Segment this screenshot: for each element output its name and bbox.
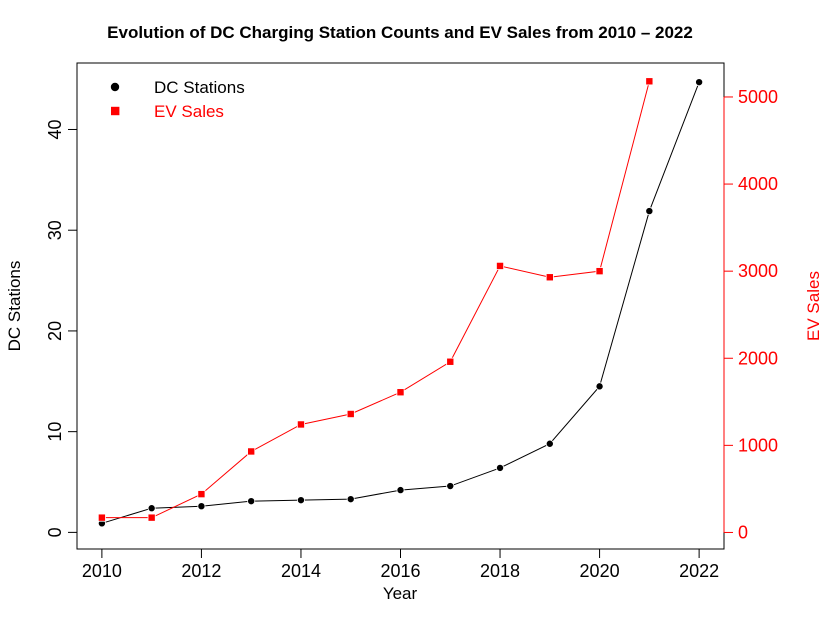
data-point-dc-stations: [496, 463, 505, 472]
data-point-ev-sales: [496, 261, 505, 270]
y-right-tick-label: 4000: [738, 174, 778, 194]
plot-frame: [76, 62, 725, 550]
y-axis-left: 0 10 20 30 40: [45, 119, 78, 537]
y-left-tick-label: 20: [45, 321, 65, 341]
legend-marker-ev-sales: [111, 106, 120, 116]
data-point-ev-sales: [247, 447, 256, 456]
data-point-dc-stations: [247, 497, 256, 506]
data-point-ev-sales: [545, 273, 554, 282]
x-axis: 2010 2012 2014 2016 2018 2020 2022: [82, 548, 719, 581]
series-layer: [97, 77, 704, 528]
y-right-tick-label: 2000: [738, 348, 778, 368]
y-left-tick-label: 40: [45, 119, 65, 139]
x-tick-label: 2016: [380, 561, 420, 581]
y-left-tick-label: 30: [45, 220, 65, 240]
x-tick-label: 2014: [281, 561, 321, 581]
chart-title: Evolution of DC Charging Station Counts …: [107, 23, 693, 42]
data-point-dc-stations: [296, 496, 305, 505]
data-point-dc-stations: [645, 207, 654, 216]
data-point-ev-sales: [346, 409, 355, 418]
x-tick-label: 2012: [181, 561, 221, 581]
x-tick-label: 2022: [679, 561, 719, 581]
data-point-ev-sales: [396, 388, 405, 397]
data-point-dc-stations: [197, 502, 206, 511]
legend-label-ev-sales: EV Sales: [154, 102, 224, 121]
data-point-dc-stations: [545, 439, 554, 448]
y-axis-left-label: DC Stations: [5, 261, 24, 352]
x-tick-label: 2018: [480, 561, 520, 581]
data-point-dc-stations: [147, 504, 156, 513]
x-tick-label: 2020: [580, 561, 620, 581]
y-axis-right: 0 1000 2000 3000 4000 5000: [723, 87, 778, 542]
series-line-ev-sales: [101, 81, 650, 519]
data-point-ev-sales: [645, 77, 654, 86]
data-point-dc-stations: [695, 78, 704, 87]
data-point-dc-stations: [595, 382, 604, 391]
data-point-dc-stations: [346, 495, 355, 504]
legend: DC Stations EV Sales: [110, 78, 245, 121]
y-left-tick-label: 0: [45, 527, 65, 537]
y-right-tick-label: 1000: [738, 435, 778, 455]
data-point-dc-stations: [446, 482, 455, 491]
x-axis-label: Year: [383, 584, 418, 603]
data-point-ev-sales: [595, 267, 604, 276]
series-line-dc-stations: [101, 81, 700, 524]
data-point-ev-sales: [446, 357, 455, 366]
data-point-ev-sales: [147, 513, 156, 522]
y-right-tick-label: 0: [738, 522, 748, 542]
y-right-tick-label: 3000: [738, 261, 778, 281]
y-axis-right-label: EV Sales: [804, 271, 823, 341]
legend-marker-dc-stations: [110, 82, 120, 92]
data-point-ev-sales: [296, 420, 305, 429]
y-left-tick-label: 10: [45, 422, 65, 442]
data-point-ev-sales: [197, 490, 206, 499]
x-tick-label: 2010: [82, 561, 122, 581]
data-point-ev-sales: [97, 513, 106, 522]
y-right-tick-label: 5000: [738, 87, 778, 107]
legend-label-dc-stations: DC Stations: [154, 78, 245, 97]
data-point-dc-stations: [396, 486, 405, 495]
